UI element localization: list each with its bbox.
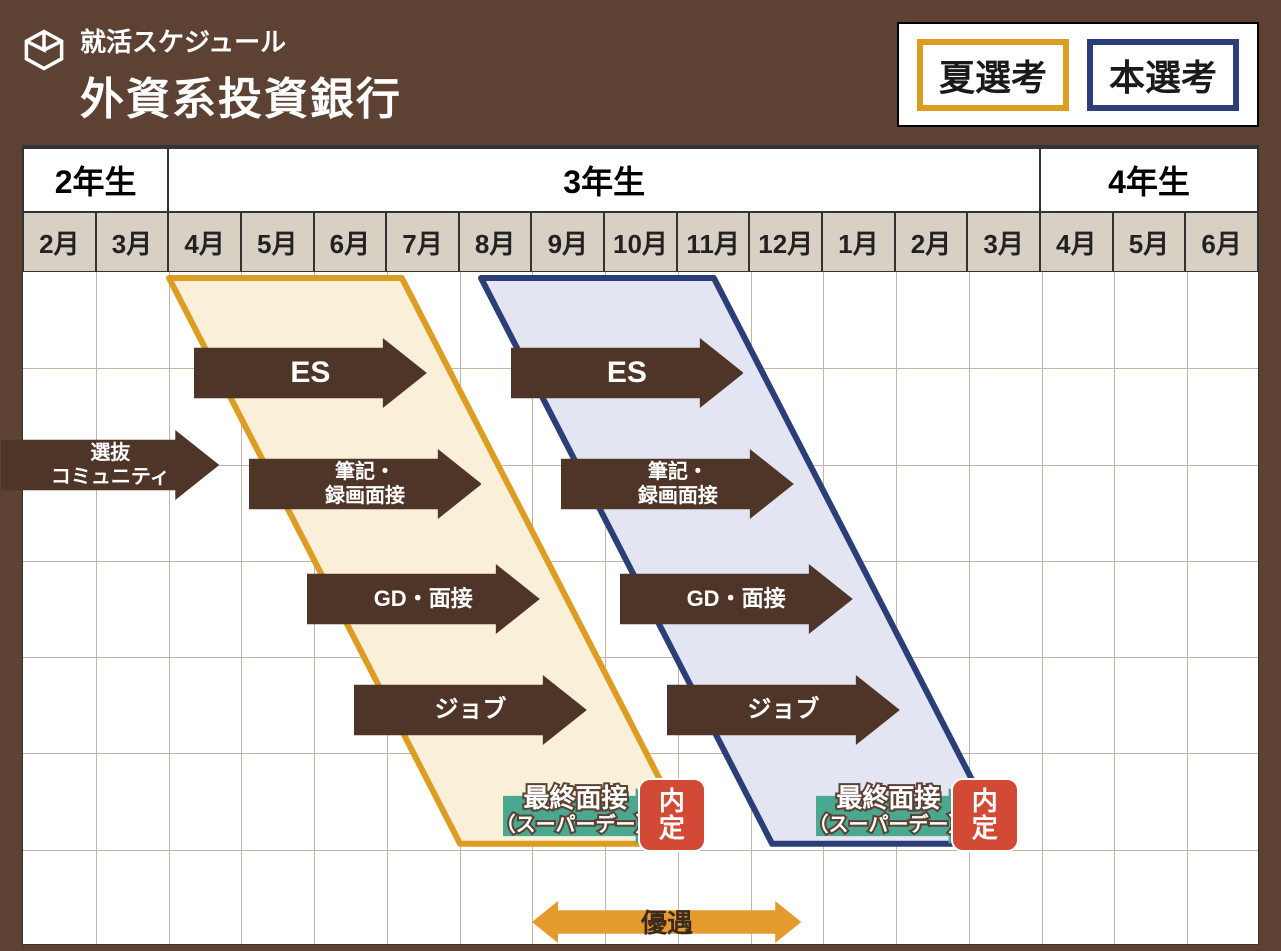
month-cell: 10月 xyxy=(604,212,677,272)
infographic-frame: 就活スケジュール 外資系投資銀行 夏選考 本選考 2年生3年生4年生 2月3月4… xyxy=(0,0,1281,951)
month-cell: 6月 xyxy=(314,212,387,272)
title-block: 就活スケジュール 外資系投資銀行 xyxy=(22,22,402,127)
stage-arrow: 筆記・録画面接 xyxy=(249,449,482,519)
legend-summer: 夏選考 xyxy=(917,39,1069,111)
year-cell: 3年生 xyxy=(168,146,1040,212)
month-cell: 2月 xyxy=(895,212,968,272)
month-cell: 5月 xyxy=(241,212,314,272)
month-cell: 12月 xyxy=(749,212,822,272)
month-cell: 8月 xyxy=(459,212,532,272)
stage-arrow: GD・面接 xyxy=(620,564,853,634)
month-cell: 11月 xyxy=(677,212,750,272)
legend: 夏選考 本選考 xyxy=(897,22,1259,127)
month-cell: 2月 xyxy=(23,212,96,272)
stage-arrow: GD・面接 xyxy=(307,564,540,634)
subtitle: 就活スケジュール xyxy=(80,22,402,59)
year-cell: 2年生 xyxy=(23,146,168,212)
stage-arrow: 選抜コミュニティ xyxy=(1,430,219,500)
month-cell: 3月 xyxy=(96,212,169,272)
main-title: 外資系投資銀行 xyxy=(80,63,402,127)
stage-arrow: ジョブ xyxy=(354,675,587,745)
priority-arrow: 優遇 xyxy=(532,901,801,943)
stage-arrow: ES xyxy=(511,338,744,408)
month-cell: 4月 xyxy=(168,212,241,272)
year-cell: 4年生 xyxy=(1040,146,1258,212)
offer-badge: 内定 xyxy=(951,778,1019,852)
year-row: 2年生3年生4年生 xyxy=(23,146,1258,212)
month-cell: 4月 xyxy=(1040,212,1113,272)
month-row: 2月3月4月5月6月7月8月9月10月11月12月1月2月3月4月5月6月 xyxy=(23,212,1258,272)
month-cell: 6月 xyxy=(1185,212,1258,272)
stage-arrow: ES xyxy=(194,338,427,408)
month-cell: 7月 xyxy=(386,212,459,272)
month-cell: 1月 xyxy=(822,212,895,272)
month-cell: 3月 xyxy=(967,212,1040,272)
stage-arrow: 筆記・録画面接 xyxy=(561,449,794,519)
offer-badge: 内定 xyxy=(638,778,706,852)
header: 就活スケジュール 外資系投資銀行 夏選考 本選考 xyxy=(22,22,1259,127)
timeline-chart: 2年生3年生4年生 2月3月4月5月6月7月8月9月10月11月12月1月2月3… xyxy=(22,145,1259,945)
month-cell: 5月 xyxy=(1113,212,1186,272)
stage-arrow: ジョブ xyxy=(667,675,900,745)
logo-icon xyxy=(22,28,66,72)
legend-main: 本選考 xyxy=(1087,39,1239,111)
month-cell: 9月 xyxy=(531,212,604,272)
